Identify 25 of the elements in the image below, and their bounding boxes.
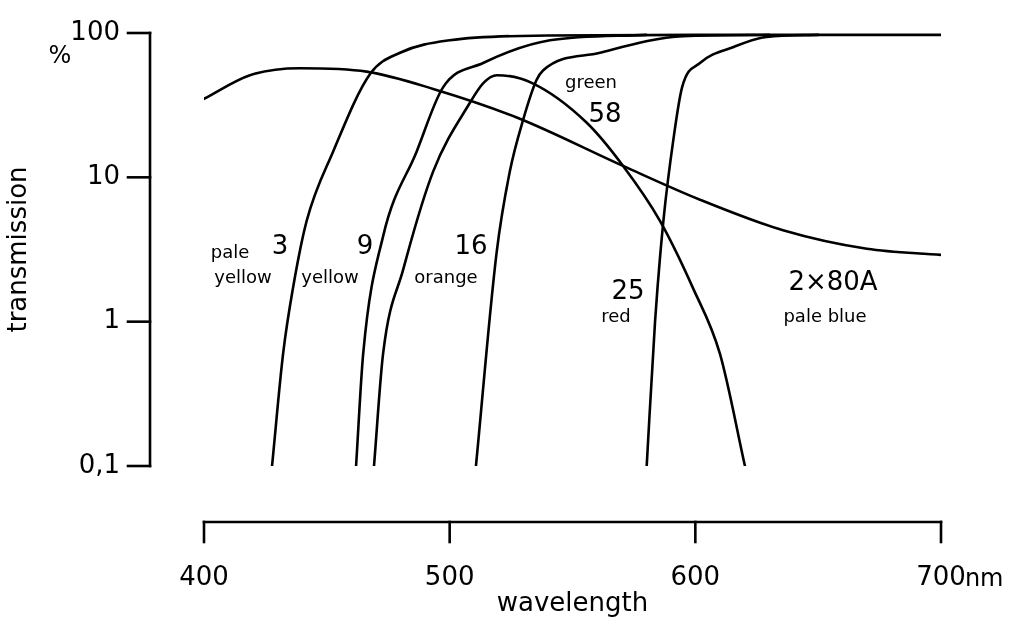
x-axis-title: wavelength bbox=[496, 587, 649, 618]
x-tick-label: 400 bbox=[179, 560, 229, 591]
x-tick-label: 500 bbox=[424, 560, 475, 591]
y-tick-label: 10 bbox=[86, 160, 120, 191]
annotation: yellow bbox=[214, 265, 272, 287]
y-tick-label: 100 bbox=[70, 15, 120, 46]
annotation: 2×80A bbox=[788, 265, 878, 296]
text: % bbox=[48, 41, 72, 70]
annotation: 9 bbox=[356, 229, 374, 260]
annotation: 25 bbox=[611, 274, 645, 305]
annotation: pale bbox=[210, 240, 250, 262]
text: nm bbox=[964, 564, 1004, 593]
annotation: red bbox=[601, 304, 631, 326]
annotation: green bbox=[565, 70, 617, 92]
annotation: 16 bbox=[454, 229, 488, 260]
y-axis-title: transmission bbox=[2, 166, 33, 333]
x-tick-label: 600 bbox=[670, 560, 721, 591]
annotation: 58 bbox=[588, 97, 622, 128]
annotation: orange bbox=[414, 265, 478, 287]
annotation: yellow bbox=[301, 265, 359, 287]
y-tick-label: 0,1 bbox=[78, 448, 120, 479]
y-tick-label: 1 bbox=[103, 304, 120, 335]
annotation: pale blue bbox=[783, 304, 867, 326]
annotation: 3 bbox=[271, 229, 289, 260]
x-tick-label: 700 bbox=[916, 560, 966, 591]
